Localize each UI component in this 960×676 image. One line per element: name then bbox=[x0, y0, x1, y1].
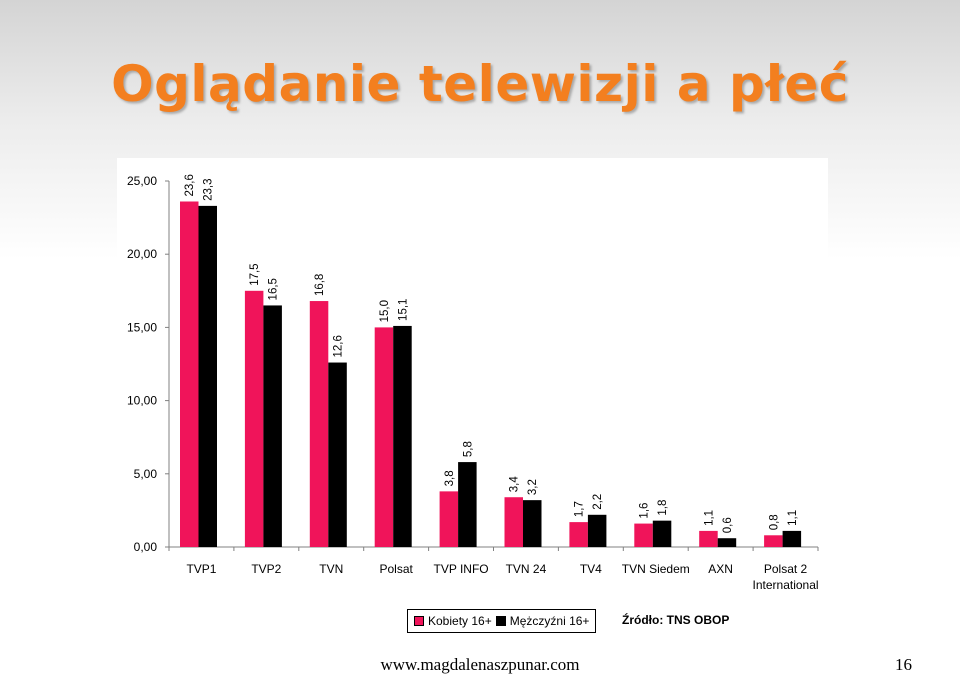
data-label: 16,8 bbox=[314, 274, 326, 296]
bar-kobiety bbox=[699, 530, 718, 547]
data-label: 1,8 bbox=[657, 500, 669, 516]
data-label: 1,7 bbox=[574, 501, 586, 517]
bar-kobiety bbox=[374, 327, 394, 547]
category-label: AXN bbox=[708, 562, 733, 576]
y-tick-label: 15,00 bbox=[127, 320, 157, 334]
bar-kobiety bbox=[764, 535, 783, 547]
category-label: International bbox=[753, 578, 819, 592]
data-label: 3,8 bbox=[444, 470, 456, 486]
data-label: 1,6 bbox=[639, 503, 651, 519]
category-label: TVP INFO bbox=[433, 562, 488, 576]
data-label: 23,6 bbox=[184, 174, 196, 196]
data-label: 15,0 bbox=[379, 300, 391, 322]
y-tick-label: 20,00 bbox=[127, 247, 157, 261]
data-label: 0,8 bbox=[768, 514, 780, 530]
bar-chart: 0,00 5,00 10,00 15,00 20,00 25,00 TVP1 TVP2 TVN P… bbox=[127, 174, 819, 592]
data-label: 5,8 bbox=[462, 441, 474, 457]
data-label: 23,3 bbox=[203, 178, 215, 200]
bar-mezczyzni bbox=[328, 362, 347, 547]
bar-kobiety bbox=[244, 290, 264, 547]
bar-kobiety bbox=[180, 201, 199, 547]
y-tick-label: 10,00 bbox=[127, 394, 157, 408]
bar-mezczyzni bbox=[458, 462, 477, 547]
category-label: TVP1 bbox=[186, 562, 216, 576]
category-label: Polsat bbox=[379, 562, 413, 576]
source-note: Źródło: TNS OBOP bbox=[622, 613, 730, 627]
legend-swatch-kobiety bbox=[414, 616, 424, 626]
bar-mezczyzni bbox=[523, 500, 542, 547]
category-label: TVN Siedem bbox=[622, 562, 690, 576]
data-label: 0,6 bbox=[722, 517, 734, 533]
bar-mezczyzni bbox=[393, 325, 412, 547]
bar-kobiety bbox=[569, 522, 588, 547]
y-tick-label: 5,00 bbox=[134, 467, 158, 481]
bar-kobiety bbox=[634, 523, 653, 547]
y-tick-label: 25,00 bbox=[127, 174, 157, 188]
category-label: Polsat 2 bbox=[764, 562, 808, 576]
legend-item-mezczyzni: Mężczyźni 16+ bbox=[495, 614, 590, 628]
bar-mezczyzni bbox=[587, 514, 607, 547]
legend-swatch-mezczyzni bbox=[495, 616, 506, 626]
data-label: 12,6 bbox=[333, 335, 345, 357]
category-label: TVP2 bbox=[251, 562, 281, 576]
slide-title: Oglądanie telewizji a płeć bbox=[111, 55, 849, 113]
data-label: 17,5 bbox=[249, 263, 261, 285]
data-label: 15,1 bbox=[397, 299, 409, 321]
bar-kobiety bbox=[439, 491, 459, 547]
data-label: 1,1 bbox=[787, 510, 799, 526]
chart-area: 0,00 5,00 10,00 15,00 20,00 25,00 TVP1 TVP2 TVN P… bbox=[117, 158, 828, 600]
data-label: 3,2 bbox=[527, 479, 539, 495]
bar-mezczyzni bbox=[198, 205, 217, 547]
bar-kobiety bbox=[504, 497, 523, 547]
legend-item-kobiety: Kobiety 16+ bbox=[414, 614, 492, 628]
legend-label-mezczyzni: Mężczyźni 16+ bbox=[509, 614, 590, 628]
page-number: 16 bbox=[895, 655, 912, 674]
bar-mezczyzni bbox=[263, 305, 282, 547]
bar-mezczyzni bbox=[717, 538, 737, 547]
category-label: TV4 bbox=[580, 562, 602, 576]
category-label: TVN bbox=[319, 562, 343, 576]
data-label: 2,2 bbox=[592, 494, 604, 510]
data-label: 16,5 bbox=[268, 278, 280, 300]
footer-url: www.magdalenaszpunar.com bbox=[380, 655, 580, 674]
legend-label-kobiety: Kobiety 16+ bbox=[428, 614, 492, 628]
data-label: 3,4 bbox=[509, 476, 521, 493]
chart-legend: Kobiety 16+ Mężczyźni 16+ bbox=[407, 609, 597, 633]
bar-mezczyzni bbox=[652, 520, 672, 547]
category-label: TVN 24 bbox=[506, 562, 547, 576]
bar-kobiety bbox=[309, 301, 329, 547]
y-tick-label: 0,00 bbox=[134, 540, 158, 554]
bar-mezczyzni bbox=[782, 530, 802, 547]
data-label: 1,1 bbox=[703, 510, 715, 526]
